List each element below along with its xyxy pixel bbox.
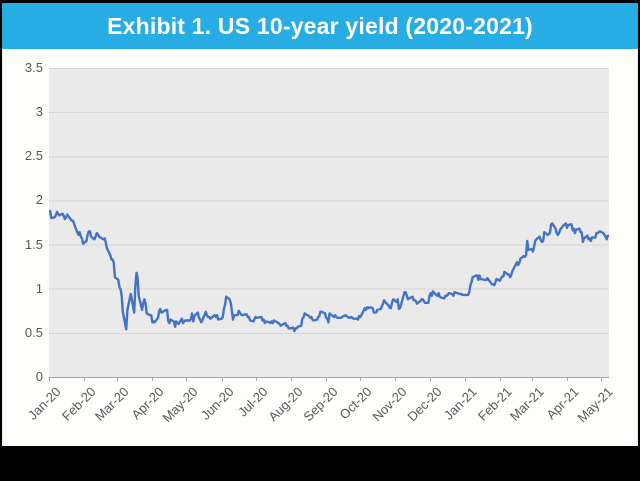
x-tick-label: Mar-20 (92, 384, 132, 424)
x-tick-label: Jun-20 (197, 384, 237, 423)
y-tick-label: 2.5 (24, 148, 43, 164)
bottom-black-bar (0, 446, 640, 481)
x-tick-label: Jan-21 (440, 384, 480, 423)
y-tick-label: 1.5 (24, 236, 43, 252)
y-tick-label: 2 (35, 192, 43, 208)
x-tick-label: Jan-20 (24, 384, 64, 423)
x-tick-label: Nov-20 (369, 384, 411, 425)
y-tick-label: 3.5 (24, 60, 43, 75)
y-tick-label: 0 (35, 369, 43, 384)
page-title: Exhibit 1. US 10-year yield (2020-2021) (107, 12, 533, 39)
x-tick-label: Aug-20 (265, 384, 306, 425)
y-tick-label: 3 (35, 104, 43, 120)
top-black-bar (0, 0, 640, 3)
plot-background (49, 68, 609, 377)
yield-line-series (49, 209, 609, 333)
x-tick-label: Sep-20 (300, 384, 341, 425)
plot-area (49, 68, 609, 381)
x-tick-label: Jul-20 (234, 384, 271, 420)
x-tick-label: Mar-21 (506, 384, 547, 424)
chart-card: 3.5 3 2.5 2 1.5 1 0.5 0 Jan-20 Feb-20 Mar-20 Apr-2… (2, 49, 638, 446)
x-tick-label: Dec-20 (403, 384, 445, 425)
x-tick-label: May-20 (159, 384, 202, 426)
x-tick-label: Feb-21 (474, 384, 515, 424)
x-tick-label: May-21 (574, 384, 616, 426)
x-tick-label: Oct-20 (336, 384, 375, 423)
x-tick-label: Feb-20 (59, 384, 99, 424)
y-tick-label: 0.5 (24, 324, 43, 340)
y-tick-label: 1 (35, 280, 43, 296)
chart-title-banner: Exhibit 1. US 10-year yield (2020-2021) (2, 3, 638, 50)
